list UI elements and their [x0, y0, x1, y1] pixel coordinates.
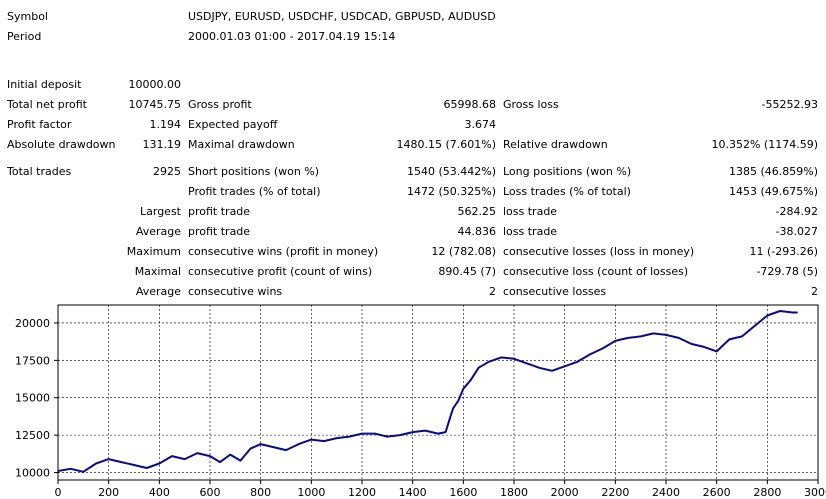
max-consec-losses-value: 11 (-293.26) — [749, 245, 818, 258]
relative-drawdown-value: 10.352% (1174.59) — [711, 138, 818, 151]
x-tick-label: 2400 — [652, 486, 680, 499]
average-consec-label: Average — [135, 285, 181, 298]
loss-trades-label: Loss trades (% of total) — [503, 185, 631, 198]
maximal-consec-profit-label: consecutive profit (count of wins) — [188, 265, 373, 278]
symbol-label: Symbol — [7, 10, 48, 23]
initial-deposit-label: Initial deposit — [7, 78, 82, 91]
relative-drawdown-label: Relative drawdown — [503, 138, 608, 151]
x-tick-label: 1400 — [399, 486, 427, 499]
x-tick-label: 800 — [250, 486, 271, 499]
short-positions-value: 1540 (53.442%) — [406, 165, 496, 178]
x-tick-label: 400 — [149, 486, 170, 499]
avg-consec-losses-label: consecutive losses — [503, 285, 607, 298]
y-tick-label: 20000 — [15, 317, 50, 330]
total-trades-label: Total trades — [7, 165, 72, 178]
avg-consec-losses-value: 2 — [811, 285, 818, 298]
expected-payoff-value: 3.674 — [464, 118, 497, 131]
profit-factor-label: Profit factor — [7, 118, 72, 131]
average-loss-label: loss trade — [503, 225, 558, 238]
max-consec-wins-label: consecutive wins (profit in money) — [188, 245, 379, 258]
balance-line — [57, 310, 798, 473]
maximal-drawdown-label: Maximal drawdown — [188, 138, 295, 151]
gross-profit-value: 65998.68 — [443, 98, 497, 111]
profit-trades-label: Profit trades (% of total) — [188, 185, 321, 198]
total-net-profit-label: Total net profit — [7, 98, 87, 111]
total-net-profit-value: 10745.75 — [128, 98, 182, 111]
x-tick-label: 200 — [98, 486, 119, 499]
total-trades-value: 2925 — [153, 165, 181, 178]
absolute-drawdown-value: 131.19 — [142, 138, 182, 151]
largest-profit-label: profit trade — [188, 205, 251, 218]
y-tick-label: 15000 — [15, 392, 50, 405]
y-tick-label: 12500 — [15, 429, 50, 442]
x-tick-label: 2000 — [551, 486, 579, 499]
maximal-consec-loss-label: consecutive loss (count of losses) — [503, 265, 689, 278]
maximum-label: Maximum — [126, 245, 181, 258]
profit-factor-value: 1.194 — [149, 118, 182, 131]
long-positions-label: Long positions (won %) — [503, 165, 632, 178]
gross-profit-label: Gross profit — [188, 98, 252, 111]
x-tick-label: 2800 — [753, 486, 781, 499]
maximal-label: Maximal — [134, 265, 181, 278]
max-consec-losses-label: consecutive losses (loss in money) — [503, 245, 695, 258]
largest-loss-value: -284.92 — [775, 205, 818, 218]
symbol-value: USDJPY, EURUSD, USDCHF, USDCAD, GBPUSD, … — [188, 10, 496, 23]
average-profit-value: 44.836 — [457, 225, 497, 238]
loss-trades-value: 1453 (49.675%) — [728, 185, 818, 198]
maximal-drawdown-value: 1480.15 (7.601%) — [396, 138, 496, 151]
x-tick-label: 2600 — [703, 486, 731, 499]
largest-loss-label: loss trade — [503, 205, 558, 218]
initial-deposit-value: 10000.00 — [128, 78, 182, 91]
x-tick-label: 600 — [200, 486, 221, 499]
x-tick-label: 1000 — [297, 486, 325, 499]
x-tick-label: 1200 — [348, 486, 376, 499]
expected-payoff-label: Expected payoff — [188, 118, 278, 131]
period-label: Period — [7, 30, 42, 43]
largest-profit-value: 562.25 — [457, 205, 497, 218]
absolute-drawdown-label: Absolute drawdown — [7, 138, 116, 151]
period-value: 2000.01.03 01:00 - 2017.04.19 15:14 — [188, 30, 396, 43]
avg-consec-wins-label: consecutive wins — [188, 285, 283, 298]
average-label: Average — [135, 225, 181, 238]
plot-area — [57, 304, 819, 481]
short-positions-label: Short positions (won %) — [188, 165, 320, 178]
x-tick-label: 0 — [55, 486, 62, 499]
profit-trades-value: 1472 (50.325%) — [406, 185, 496, 198]
x-tick-label: 1600 — [449, 486, 477, 499]
y-tick-label: 10000 — [15, 467, 50, 480]
gross-loss-value: -55252.93 — [761, 98, 818, 111]
largest-label: Largest — [140, 205, 181, 218]
long-positions-value: 1385 (46.859%) — [728, 165, 818, 178]
avg-consec-wins-value: 2 — [489, 285, 496, 298]
average-loss-value: -38.027 — [775, 225, 818, 238]
x-tick-label: 2200 — [601, 486, 629, 499]
average-profit-label: profit trade — [188, 225, 251, 238]
maximal-consec-profit-value: 890.45 (7) — [438, 265, 496, 278]
balance-chart: 0 200 400 600 800 1000 1200 1400 1600 1800 2000 220… — [15, 304, 826, 499]
maximal-consec-loss-value: -729.78 (5) — [756, 265, 818, 278]
x-tick-label: 1800 — [500, 486, 528, 499]
x-tick-label: 3000 — [804, 486, 826, 499]
max-consec-wins-value: 12 (782.08) — [431, 245, 496, 258]
gross-loss-label: Gross loss — [503, 98, 559, 111]
y-tick-label: 17500 — [15, 354, 50, 367]
